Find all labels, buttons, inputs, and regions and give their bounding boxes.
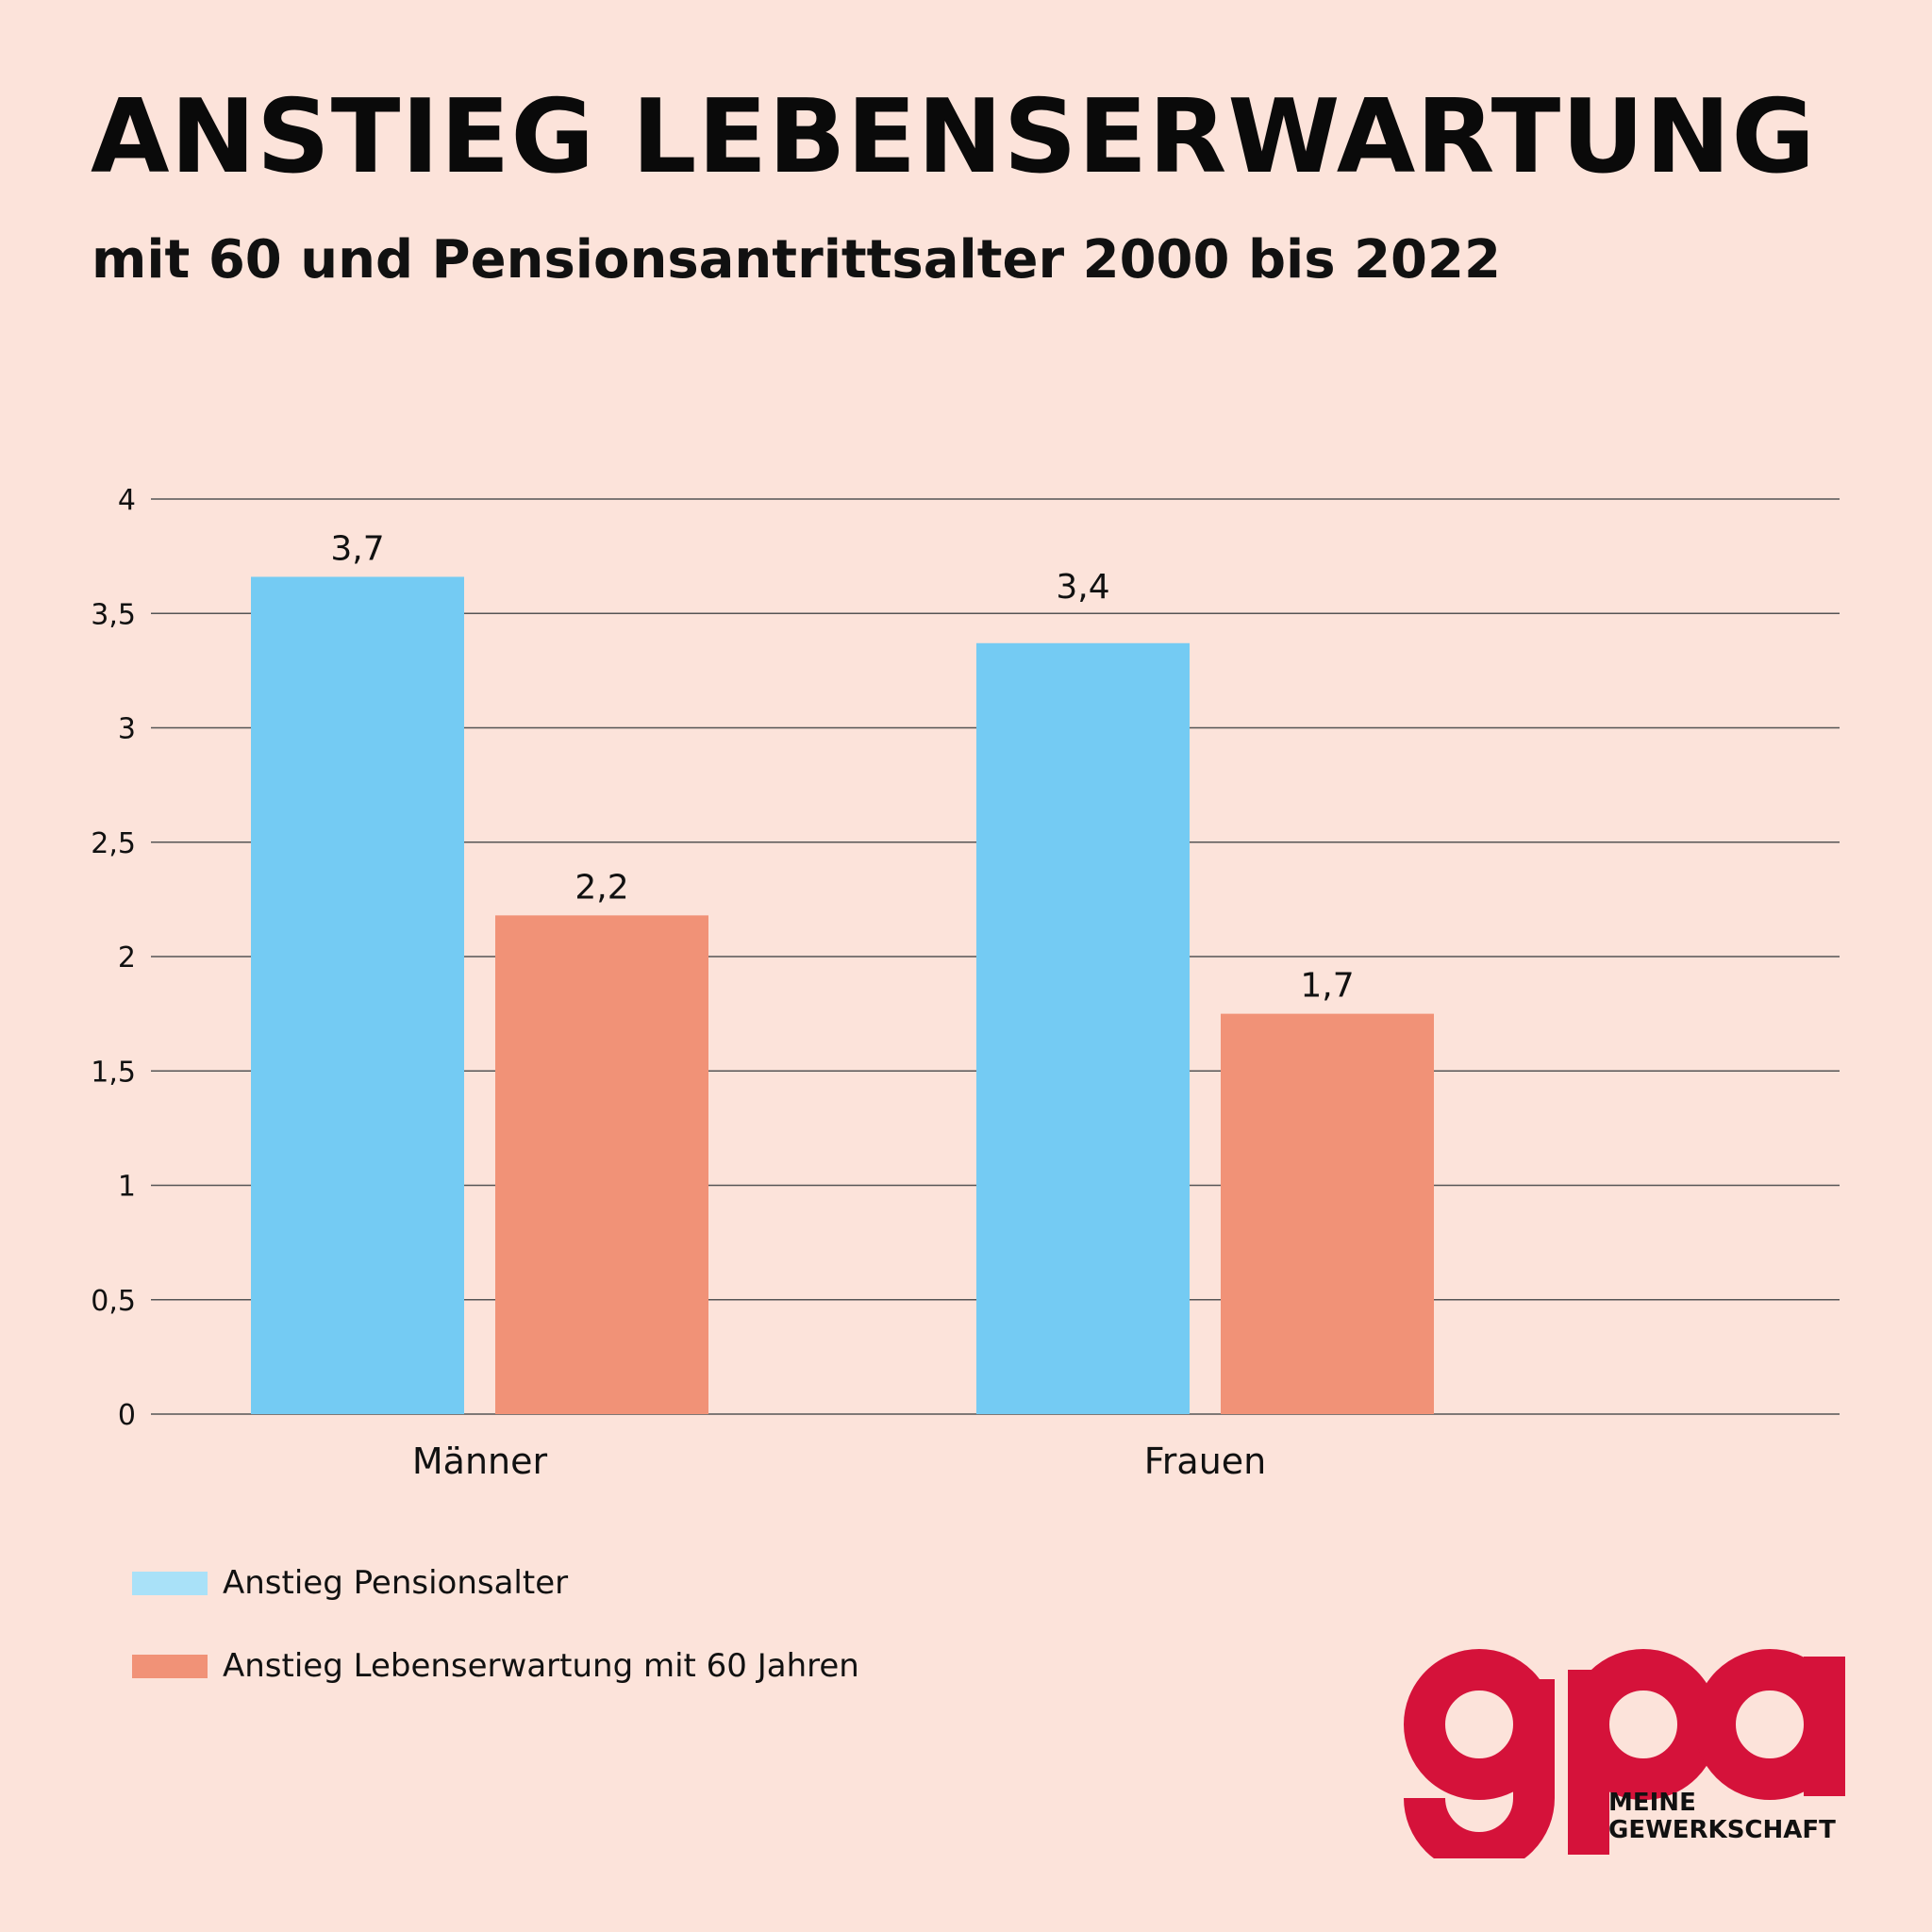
bar <box>251 576 464 1414</box>
bar <box>495 915 708 1414</box>
y-tick-label: 2,5 <box>91 827 136 860</box>
logo-tagline-line2: GEWERKSCHAFT <box>1608 1816 1836 1844</box>
chart-legend: Anstieg Pensionsalter Anstieg Lebenserwa… <box>132 1558 859 1724</box>
x-category-label: Frauen <box>1144 1441 1267 1482</box>
data-label: 2,2 <box>575 868 628 907</box>
legend-label-pension: Anstieg Pensionsalter <box>223 1564 569 1602</box>
y-tick-label: 3,5 <box>91 598 136 631</box>
legend-item-life-expectancy: Anstieg Lebenserwartung mit 60 Jahren <box>132 1641 859 1690</box>
legend-item-pension: Anstieg Pensionsalter <box>132 1558 859 1607</box>
data-label: 3,7 <box>330 529 384 568</box>
gpa-logo-mark <box>1404 1649 1845 1858</box>
legend-swatch-pension <box>132 1571 208 1595</box>
legend-label-life-expectancy: Anstieg Lebenserwartung mit 60 Jahren <box>223 1647 859 1685</box>
bar <box>976 642 1190 1414</box>
y-tick-label: 1,5 <box>91 1056 136 1089</box>
x-category-label: Männer <box>412 1441 548 1482</box>
bar <box>1221 1013 1434 1414</box>
y-tick-label: 2 <box>118 941 136 974</box>
y-tick-label: 4 <box>118 484 136 517</box>
data-label: 3,4 <box>1056 568 1109 607</box>
bar-chart: 0 0,5 1 1,5 2 2,5 3 3,5 4 3,7 2,2 Männer 3,4 1,7 Fraue… <box>91 484 1840 1482</box>
y-tick-label: 0 <box>118 1399 136 1432</box>
y-tick-label: 0,5 <box>91 1285 136 1318</box>
data-label: 1,7 <box>1300 967 1354 1006</box>
y-tick-label: 1 <box>118 1171 136 1204</box>
chart-subtitle: mit 60 und Pensionsantrittsalter 2000 bi… <box>92 229 1501 291</box>
y-tick-label: 3 <box>118 713 136 746</box>
chart-title: ANSTIEG LEBENSERWARTUNG <box>91 78 1816 196</box>
logo-tagline-line1: MEINE <box>1608 1789 1696 1817</box>
logo-tagline: MEINE GEWERKSCHAFT <box>1608 1790 1836 1844</box>
legend-swatch-life-expectancy <box>132 1654 208 1678</box>
gpa-logo <box>1404 1649 1845 1858</box>
logo-a-stem <box>1804 1657 1845 1796</box>
